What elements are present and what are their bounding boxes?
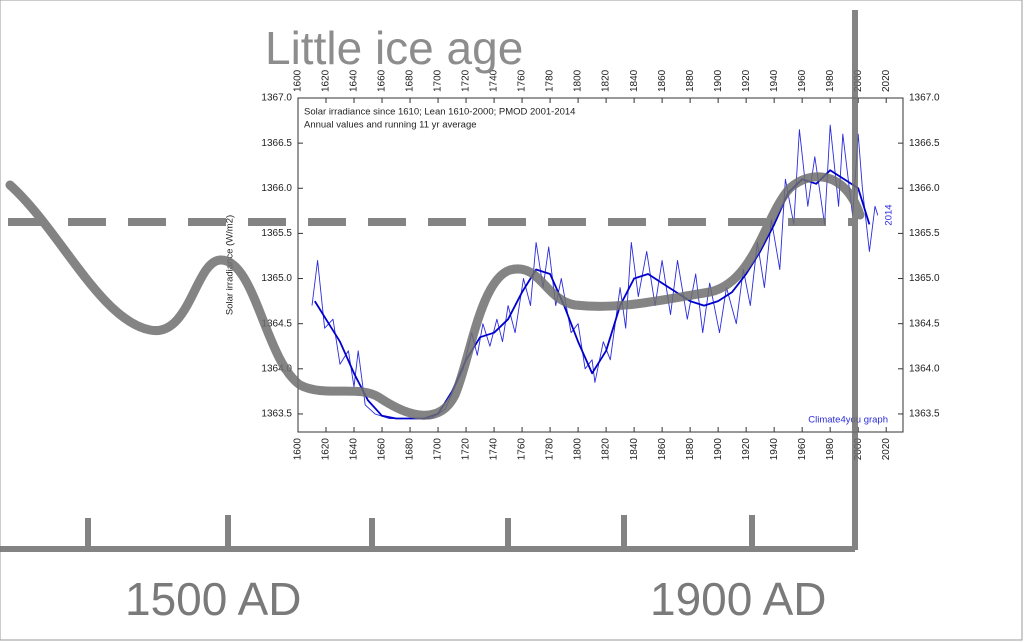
x-tick-label: 1660 bbox=[377, 438, 388, 461]
y-tick-label: 1364.5 bbox=[909, 318, 940, 329]
x-tick-label: 1600 bbox=[293, 69, 304, 92]
x-tick-label: 2000 bbox=[853, 69, 864, 92]
overlay-curve bbox=[5, 172, 865, 420]
chart: 1363.5 1363.5 1364.0 1364.0 1364.5 1364.5 1365… bbox=[261, 69, 940, 460]
x-tick-label: 1680 bbox=[405, 438, 416, 461]
x-tick-label: 1880 bbox=[685, 438, 696, 461]
x-tick-label: 1980 bbox=[825, 69, 836, 92]
series-line bbox=[314, 169, 871, 420]
y-tick-label: 1363.5 bbox=[261, 409, 292, 420]
x-tick-label: 1860 bbox=[657, 438, 668, 461]
y-tick-label: 1365.0 bbox=[909, 273, 940, 284]
plot-area bbox=[297, 97, 904, 433]
x-tick-label: 1940 bbox=[769, 438, 780, 461]
y-tick-label: 1365.5 bbox=[261, 228, 292, 239]
x-tick-label: 1760 bbox=[517, 438, 528, 461]
x-tick-label: 1640 bbox=[349, 438, 360, 461]
overlay-sketch bbox=[0, 10, 865, 552]
x-tick-label: 2020 bbox=[881, 438, 892, 461]
x-tick-label: 1720 bbox=[461, 69, 472, 92]
x-tick-label: 1760 bbox=[517, 69, 528, 92]
x-tick-label: 1920 bbox=[741, 438, 752, 461]
overlay-ticks bbox=[85, 515, 755, 549]
annotation: Annual values and running 11 yr average bbox=[304, 120, 477, 131]
y-tick-label: 1363.5 bbox=[909, 409, 940, 420]
x-tick-label: 1840 bbox=[629, 438, 640, 461]
x-tick-label: 1820 bbox=[601, 69, 612, 92]
x-tick-label: 1780 bbox=[545, 69, 556, 92]
annotation: Climate4you graph bbox=[808, 415, 888, 426]
x-tick-label: 1900 bbox=[713, 69, 724, 92]
x-tick-label: 1920 bbox=[741, 69, 752, 92]
x-tick-label: 1700 bbox=[433, 438, 444, 461]
x-tick-label: 1800 bbox=[573, 69, 584, 92]
y-tick-label: 1364.0 bbox=[261, 363, 292, 374]
y-tick-label: 1366.0 bbox=[909, 183, 940, 194]
x-tick-label: 1780 bbox=[545, 438, 556, 461]
annotation: 2014 bbox=[884, 204, 895, 225]
x-tick-label: 1980 bbox=[825, 438, 836, 461]
x-tick-label: 2000 bbox=[853, 438, 864, 461]
x-tick-label: 1660 bbox=[377, 69, 388, 92]
annotation: Solar irradiance since 1610; Lean 1610-2… bbox=[304, 107, 575, 118]
x-tick-label: 1820 bbox=[601, 438, 612, 461]
x-tick-label: 1680 bbox=[405, 69, 416, 92]
x-tick-label: 1700 bbox=[433, 69, 444, 92]
x-tick-label: 1740 bbox=[489, 69, 500, 92]
x-tick-label: 1640 bbox=[349, 69, 360, 92]
y-tick-label: 1367.0 bbox=[261, 93, 292, 104]
overlay-axis-label: 1500 AD bbox=[125, 573, 301, 625]
x-tick-label: 1900 bbox=[713, 438, 724, 461]
x-tick-label: 2020 bbox=[881, 69, 892, 92]
x-tick-label: 1880 bbox=[685, 69, 696, 92]
y-tick-label: 1365.0 bbox=[261, 273, 292, 284]
y-tick-label: 1367.0 bbox=[909, 93, 940, 104]
y-tick-label: 1364.0 bbox=[909, 363, 940, 374]
x-tick-label: 1720 bbox=[461, 438, 472, 461]
x-tick-label: 1940 bbox=[769, 69, 780, 92]
x-tick-label: 1860 bbox=[657, 69, 668, 92]
x-tick-label: 1800 bbox=[573, 438, 584, 461]
y-tick-label: 1365.5 bbox=[909, 228, 940, 239]
x-tick-label: 1960 bbox=[797, 438, 808, 461]
x-tick-label: 1840 bbox=[629, 69, 640, 92]
y-tick-label: 1366.5 bbox=[909, 138, 940, 149]
x-tick-label: 1620 bbox=[321, 69, 332, 92]
overlay-title: Little ice age bbox=[265, 22, 523, 74]
x-tick-label: 1600 bbox=[293, 438, 304, 461]
x-tick-label: 1960 bbox=[797, 69, 808, 92]
y-tick-label: 1364.5 bbox=[261, 318, 292, 329]
y-tick-label: 1366.0 bbox=[261, 183, 292, 194]
y-tick-label: 1366.5 bbox=[261, 138, 292, 149]
x-tick-label: 1740 bbox=[489, 438, 500, 461]
overlay-axis-label: 1900 AD bbox=[650, 573, 826, 625]
x-tick-label: 1620 bbox=[321, 438, 332, 461]
